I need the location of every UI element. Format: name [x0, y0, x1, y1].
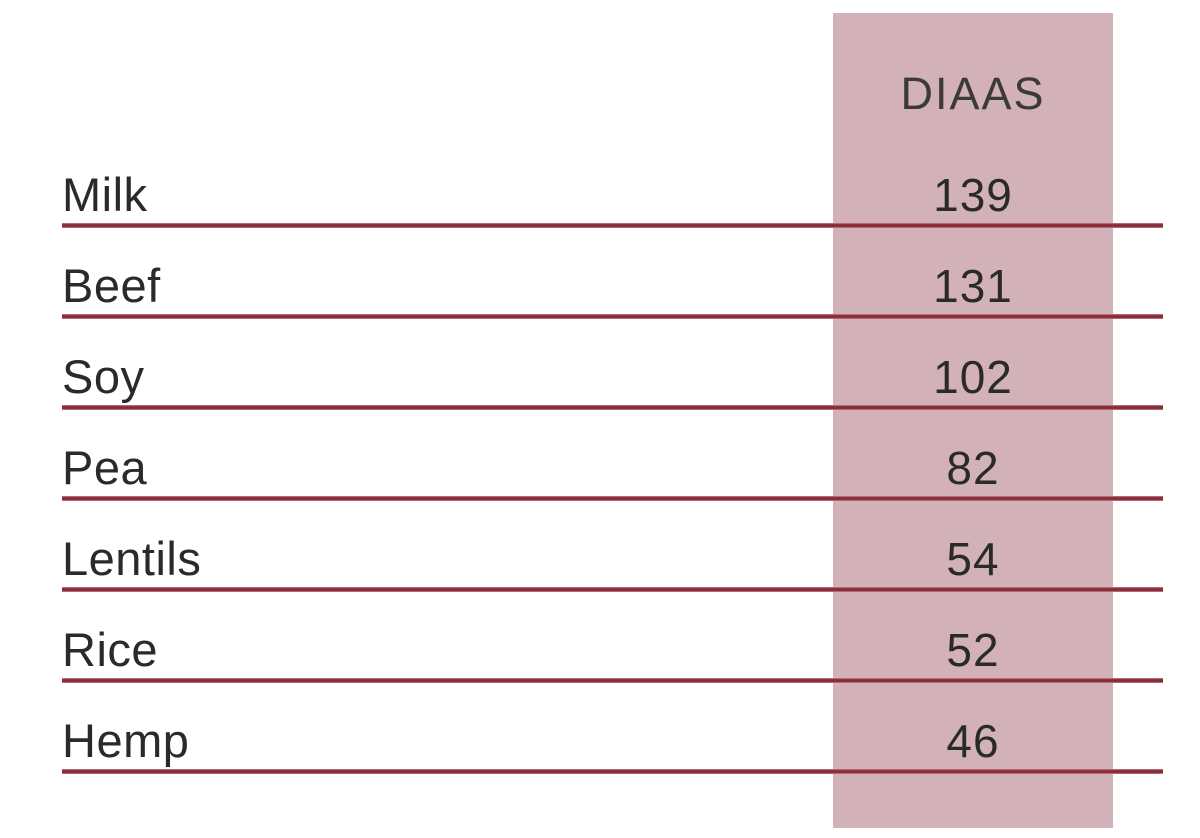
table-row-milk: Milk 139 [62, 137, 1163, 228]
table-row-hemp: Hemp 46 [62, 683, 1163, 774]
row-label: Pea [62, 441, 148, 494]
table-row-beef: Beef 131 [62, 228, 1163, 319]
row-label: Hemp [62, 714, 190, 767]
table-row-soy: Soy 102 [62, 319, 1163, 410]
row-value: 131 [933, 260, 1013, 312]
diaas-column-header: DIAAS [900, 68, 1046, 119]
diaas-column-highlight [833, 13, 1113, 828]
table-row-lentils: Lentils 54 [62, 501, 1163, 592]
table-row-rice: Rice 52 [62, 592, 1163, 683]
row-value: 82 [946, 442, 1000, 494]
row-label: Rice [62, 623, 159, 676]
row-label: Soy [62, 350, 145, 403]
row-value: 102 [933, 351, 1013, 403]
row-value: 54 [946, 533, 1000, 585]
row-value: 46 [946, 715, 1000, 767]
row-label: Lentils [62, 532, 202, 585]
table-row-pea: Pea 82 [62, 410, 1163, 501]
table-rows: Milk 139 Beef 131 Soy 102 Pea 82 Lentils… [62, 137, 1163, 774]
row-label: Beef [62, 259, 161, 312]
row-value: 139 [933, 169, 1013, 221]
row-value: 52 [946, 624, 1000, 676]
row-label: Milk [62, 168, 148, 221]
